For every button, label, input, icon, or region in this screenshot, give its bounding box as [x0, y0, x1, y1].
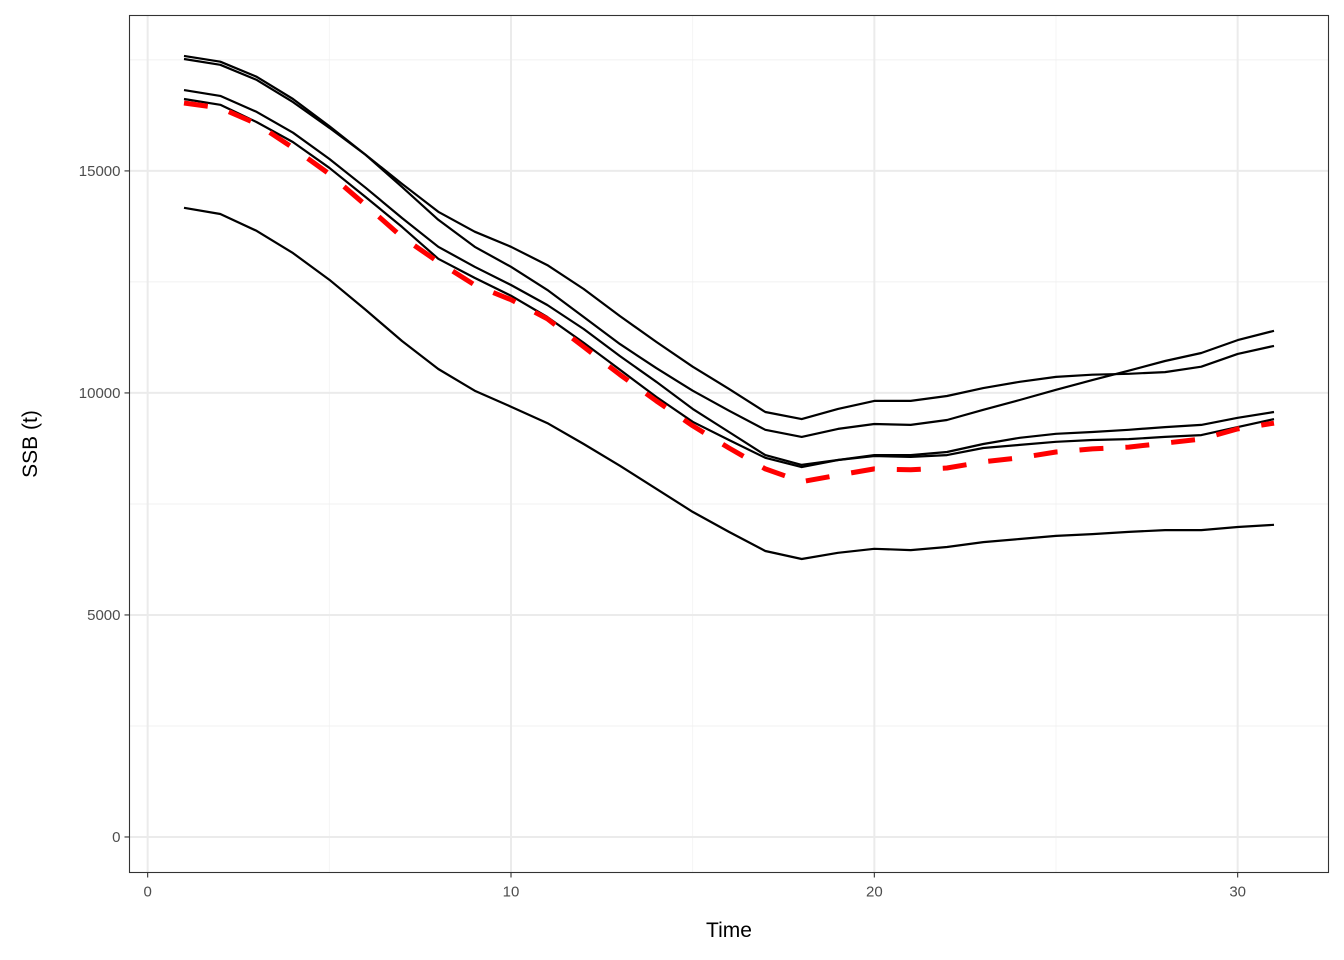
y-tick-label: 15000: [79, 163, 121, 180]
x-tick-label: 20: [866, 884, 883, 901]
panel-border: [128, 14, 1330, 874]
y-axis-title: SSB (t): [19, 410, 42, 478]
axis-ticks: 0 10 20 30 0 5000 10000 15000: [79, 163, 1246, 901]
x-tick-label: 0: [143, 884, 151, 901]
series-line-run-4: [183, 97, 1275, 469]
series-line-run-3: [183, 89, 1275, 466]
x-tick-label: 30: [1229, 884, 1246, 901]
y-tick-label: 5000: [87, 607, 120, 624]
y-tick-label: 0: [112, 829, 120, 846]
series-line-reference: [183, 100, 1275, 485]
x-axis-title: Time: [706, 919, 752, 942]
series-line-run-2: [183, 57, 1275, 438]
grid: [129, 15, 1329, 873]
x-tick-label: 10: [503, 884, 520, 901]
series-line-run-5: [183, 206, 1275, 561]
series-lines: [183, 54, 1275, 561]
y-tick-label: 10000: [79, 385, 121, 402]
